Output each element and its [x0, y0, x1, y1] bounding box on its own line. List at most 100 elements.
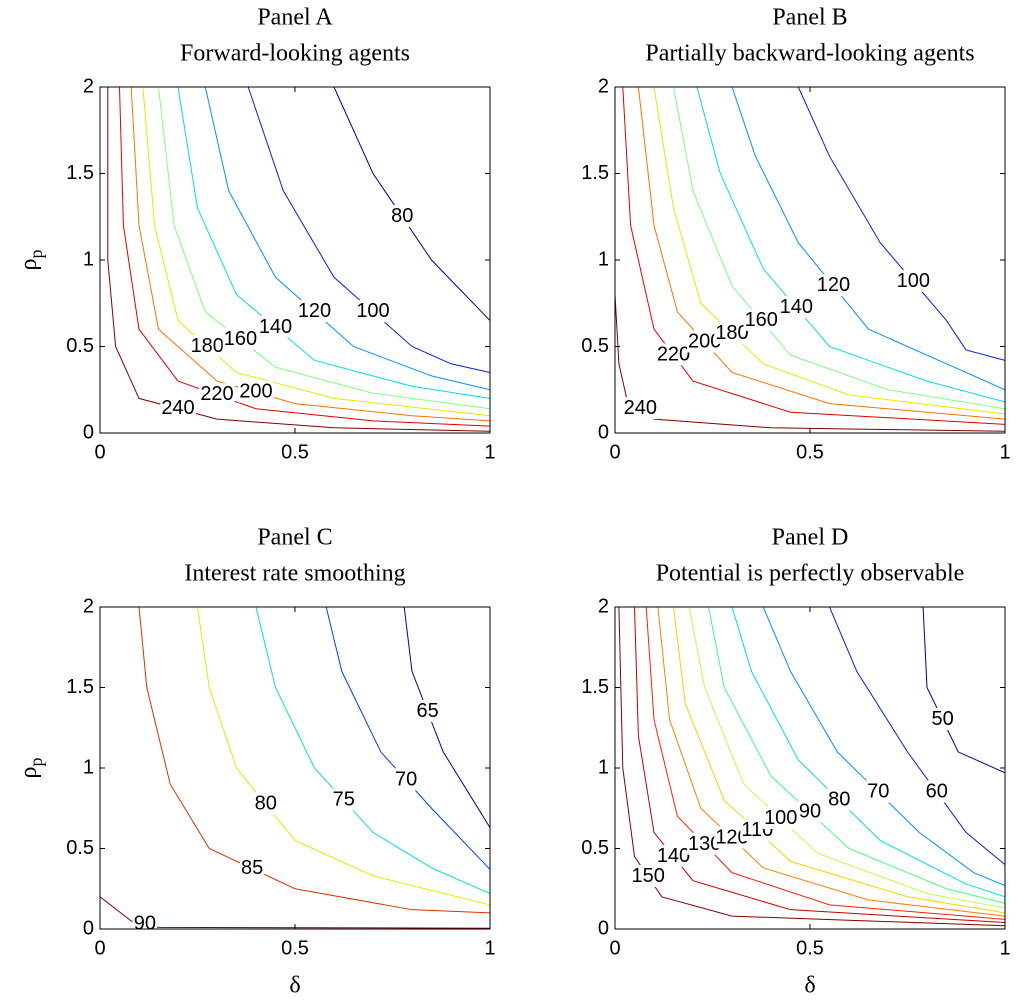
y-axis-label: ρp: [16, 758, 47, 779]
contour-label: 120: [715, 826, 748, 848]
contour-line: [130, 87, 490, 422]
contour-label-bg: [239, 856, 265, 879]
contour-label-bg: [895, 269, 932, 292]
y-tick-label: 1.5: [581, 676, 609, 698]
contour-label: 240: [624, 397, 657, 419]
x-tick-label: 0: [94, 441, 105, 463]
y-tick-label: 1.5: [66, 676, 94, 698]
contour-label: 50: [931, 708, 953, 730]
contour-label-bg: [655, 844, 692, 867]
contour-label: 100: [356, 300, 389, 322]
contour-label-bg: [778, 295, 815, 318]
contour-label-bg: [763, 806, 799, 829]
contour-label-bg: [296, 300, 333, 323]
contour-label: 160: [224, 328, 257, 350]
contour-label: 80: [255, 793, 277, 815]
contour-line: [255, 607, 490, 895]
contour-label: 130: [688, 833, 721, 855]
contour-line: [637, 87, 1005, 420]
contour-label-bg: [630, 864, 666, 887]
contour-label-bg: [355, 300, 391, 323]
y-tick-label: 1: [83, 756, 94, 778]
contour-label: 85: [241, 857, 263, 879]
contour-label: 180: [715, 322, 748, 344]
contour-label: 200: [688, 330, 721, 352]
axes-frame: [99, 606, 491, 930]
contour-label-bg: [687, 832, 723, 855]
contour-label: 70: [867, 780, 889, 802]
contour-label: 60: [926, 780, 948, 802]
contour-line: [325, 607, 490, 870]
y-axis-label: ρp: [16, 250, 47, 271]
contour-label: 140: [657, 845, 690, 867]
contour-label-bg: [930, 707, 955, 730]
plot-area: [107, 87, 490, 432]
contour-label-bg: [238, 380, 274, 403]
contour-label-bg: [714, 321, 750, 344]
contour-line: [618, 607, 1005, 927]
x-tick-label: 0: [94, 937, 105, 959]
contour-line: [657, 607, 1005, 917]
x-tick-label: 0.5: [796, 937, 824, 959]
x-tick-label: 0.5: [796, 441, 824, 463]
contour-label-bg: [622, 397, 659, 420]
plot-area: [615, 87, 1005, 432]
y-axis-label-subscript: p: [26, 758, 46, 767]
y-tick-label: 0: [598, 917, 609, 939]
contour-label: 80: [391, 205, 413, 227]
y-tick-label: 0.5: [66, 837, 94, 859]
contour-label-bg: [199, 383, 235, 406]
contour-label-bg: [331, 788, 356, 811]
plot-area: [618, 607, 1005, 927]
contour-line: [119, 87, 490, 427]
contour-line: [762, 607, 1005, 886]
y-tick-label: 1: [83, 248, 94, 270]
x-tick-label: 1: [999, 441, 1010, 463]
panel-title: Panel D: [772, 525, 849, 551]
x-axis-label: δ: [289, 973, 300, 999]
contour-label: 220: [657, 343, 690, 365]
y-axis-label-main: ρ: [16, 767, 42, 779]
contour-label-bg: [797, 800, 823, 823]
contour-label: 160: [745, 309, 778, 331]
contour-label-bg: [222, 327, 259, 350]
contour-line: [100, 896, 490, 929]
x-tick-label: 1: [999, 937, 1010, 959]
axes-frame: [614, 606, 1006, 930]
contour-line: [107, 87, 490, 432]
y-tick-label: 0.5: [581, 837, 609, 859]
panel-title: Panel C: [257, 525, 332, 551]
contour-line: [333, 87, 490, 321]
contour-label: 140: [259, 316, 292, 338]
y-tick-label: 0: [83, 917, 94, 939]
y-tick-label: 1.5: [66, 162, 94, 184]
contour-label: 240: [161, 397, 194, 419]
panel-title: Panel B: [772, 5, 847, 31]
contour-label-bg: [924, 780, 949, 803]
contour-line: [797, 87, 1005, 361]
contour-line: [622, 87, 1005, 425]
contour-label-bg: [866, 780, 891, 803]
panel-subtitle: Interest rate smoothing: [184, 561, 405, 587]
contour-label: 80: [828, 788, 850, 810]
x-tick-label: 0.5: [281, 441, 309, 463]
contour-label: 90: [799, 801, 821, 823]
x-tick-label: 0: [609, 441, 620, 463]
contour-line: [158, 87, 490, 410]
contour-label-bg: [257, 315, 294, 338]
y-tick-label: 2: [598, 75, 609, 97]
y-tick-label: 0.5: [581, 335, 609, 357]
y-tick-label: 2: [83, 595, 94, 617]
contour-label-bg: [687, 330, 723, 353]
x-tick-label: 1: [484, 441, 495, 463]
contour-label: 70: [395, 768, 417, 790]
contour-line: [922, 607, 1005, 774]
contour-line: [653, 87, 1005, 415]
contour-line: [696, 87, 1005, 403]
x-tick-label: 1: [484, 937, 495, 959]
y-tick-label: 1: [598, 248, 609, 270]
contour-label-bg: [390, 205, 415, 228]
panel-subtitle: Potential is perfectly observable: [656, 561, 965, 587]
y-axis-label-subscript: p: [26, 250, 46, 259]
